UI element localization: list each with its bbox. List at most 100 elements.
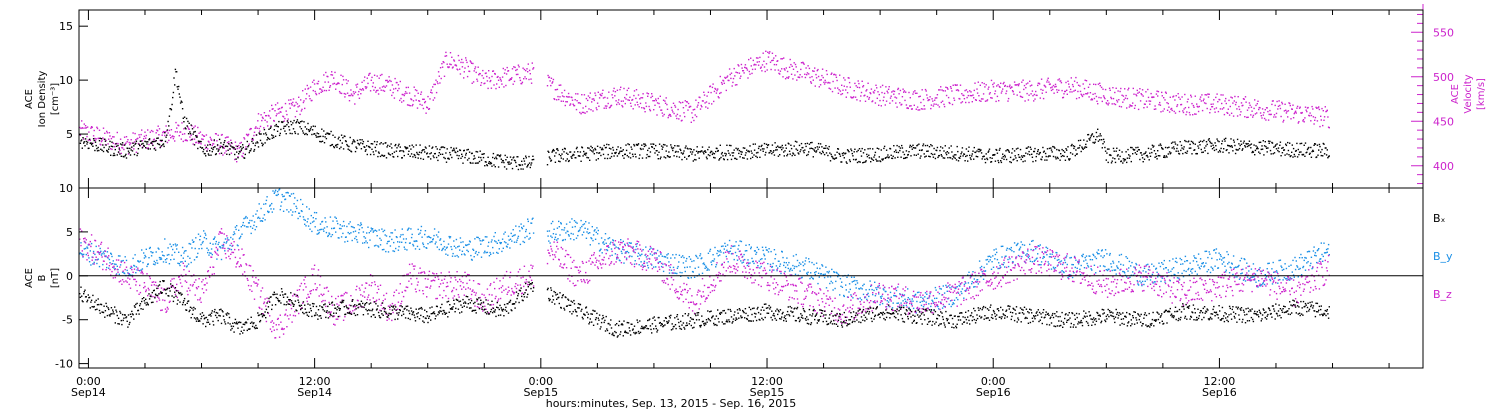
density-series-point	[104, 140, 107, 142]
by-series-point	[234, 226, 237, 228]
density-series-point	[1015, 148, 1018, 150]
by-series-point	[637, 255, 639, 257]
density-series-point	[114, 154, 116, 157]
density-series-point	[860, 150, 862, 152]
by-series-point	[240, 226, 242, 228]
by-series-point	[605, 242, 607, 244]
density-series-point	[1000, 161, 1003, 164]
by-series-point	[549, 242, 551, 244]
velocity-series-point	[506, 66, 508, 69]
velocity-series-point	[147, 147, 149, 149]
density-series-point	[216, 144, 219, 146]
velocity-series-point	[259, 125, 262, 128]
by-series-point	[202, 240, 204, 243]
density-series-point	[577, 151, 579, 153]
density-series-point	[1114, 161, 1117, 164]
velocity-series-point	[966, 96, 968, 99]
velocity-series-point	[885, 100, 888, 102]
by-series-point	[392, 250, 394, 252]
density-series-point	[743, 157, 745, 159]
density-series-point	[1028, 150, 1030, 153]
density-series-point	[504, 154, 506, 157]
density-series-point	[174, 84, 176, 86]
by-series-point	[124, 256, 126, 258]
velocity-series-point	[1086, 93, 1088, 95]
density-series-point	[1312, 149, 1314, 152]
by-series-point	[92, 250, 95, 253]
velocity-series-point	[1328, 127, 1330, 129]
by-series-point	[193, 241, 195, 243]
density-series-point	[1065, 148, 1067, 150]
velocity-series-point	[641, 107, 643, 109]
density-series-point	[749, 145, 751, 147]
velocity-series-point	[245, 133, 248, 136]
velocity-series-point	[164, 131, 167, 133]
density-series-point	[701, 146, 704, 148]
density-series-point	[252, 142, 254, 144]
velocity-series-point	[389, 89, 392, 91]
velocity-series-point	[1071, 83, 1074, 86]
by-series-point	[449, 237, 451, 239]
density-series-point	[1080, 150, 1082, 153]
density-series-point	[1184, 151, 1187, 154]
velocity-series-point	[141, 129, 143, 131]
density-series-point	[856, 150, 858, 153]
density-series-point	[94, 141, 97, 143]
velocity-series-point	[853, 90, 855, 92]
density-series-point	[696, 146, 698, 148]
density-series-point	[480, 156, 482, 159]
by-series-point	[368, 246, 370, 249]
velocity-series-point	[820, 79, 822, 81]
density-series-point	[713, 156, 715, 159]
density-series-point	[917, 153, 919, 155]
by-series-point	[854, 283, 857, 286]
velocity-series-point	[243, 137, 245, 139]
density-series-point	[482, 156, 485, 159]
by-series-point	[649, 253, 652, 255]
density-series-point	[1121, 151, 1123, 153]
density-series-point	[612, 149, 615, 151]
velocity-tick-label: 450	[1433, 115, 1454, 128]
by-series-point	[372, 231, 374, 233]
velocity-series-point	[406, 104, 409, 106]
density-series-point	[220, 152, 223, 154]
by-series-point	[779, 265, 781, 267]
density-series-point	[608, 147, 611, 149]
velocity-series-point	[1163, 97, 1165, 99]
density-series-point	[658, 151, 660, 153]
density-series-point	[205, 155, 207, 157]
density-series-point	[708, 146, 710, 148]
density-series-point	[1233, 141, 1235, 143]
by-series-point	[478, 238, 481, 240]
velocity-series-point	[1032, 95, 1034, 97]
velocity-series-point	[666, 108, 669, 110]
velocity-series-point	[438, 75, 440, 77]
velocity-series-point	[1304, 106, 1307, 108]
by-series-point	[158, 256, 161, 259]
velocity-series-point	[1236, 115, 1239, 117]
by-series-point	[289, 195, 291, 197]
density-series-point	[720, 153, 723, 155]
density-series-point	[910, 155, 912, 157]
velocity-series-point	[1082, 83, 1084, 85]
by-series-point	[224, 238, 227, 240]
velocity-series-point	[618, 103, 621, 105]
velocity-series-point	[302, 101, 305, 104]
by-series-point	[444, 249, 446, 251]
density-series-point	[346, 143, 348, 146]
velocity-series-point	[94, 139, 97, 142]
density-series-point	[193, 144, 196, 146]
velocity-series-point	[1178, 110, 1181, 113]
velocity-series-point	[664, 100, 666, 102]
density-series-point	[400, 150, 402, 152]
density-series-point	[808, 151, 810, 153]
density-series-point	[155, 139, 157, 142]
velocity-series-point	[490, 79, 492, 82]
by-series-point	[554, 238, 556, 241]
density-series-point	[883, 145, 886, 148]
velocity-series-point	[181, 133, 184, 135]
by-series-point	[123, 272, 125, 274]
density-series-point	[635, 143, 638, 146]
density-series-point	[579, 151, 582, 153]
velocity-series-point	[218, 147, 220, 150]
